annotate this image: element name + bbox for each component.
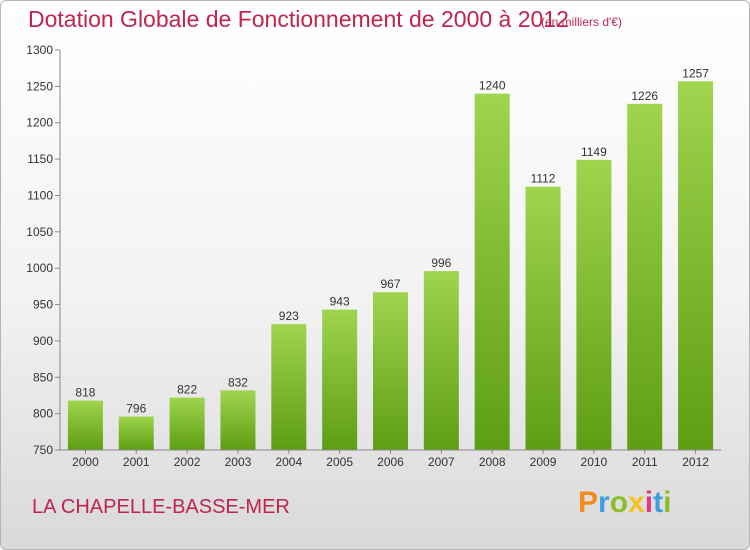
x-tick-label: 2000	[72, 455, 99, 469]
x-tick-label: 2012	[682, 455, 709, 469]
logo-letter: o	[609, 486, 629, 519]
bar-2007[interactable]	[423, 271, 459, 450]
bar-2003[interactable]	[220, 390, 256, 450]
logo-letter: i	[663, 486, 672, 519]
x-tick-label: 2008	[479, 455, 506, 469]
data-label: 1240	[479, 79, 506, 93]
bar-2006[interactable]	[373, 292, 408, 450]
bar-2001[interactable]	[118, 416, 154, 450]
logo-letter: r	[598, 486, 610, 519]
data-label: 1112	[531, 172, 556, 186]
y-tick-label: 1100	[27, 188, 53, 202]
y-tick-label: 850	[33, 370, 53, 384]
y-tick-label: 750	[33, 443, 53, 457]
x-tick-label: 2009	[530, 455, 557, 469]
data-label: 1257	[682, 66, 709, 80]
logo-letter: t	[653, 486, 664, 519]
proxiti-logo[interactable]: Proxiti	[578, 486, 671, 520]
y-tick-label: 1150	[27, 152, 53, 166]
data-label: 822	[177, 383, 197, 397]
y-tick-label: 1050	[26, 225, 53, 239]
data-label: 796	[126, 402, 146, 416]
y-tick-label: 1250	[26, 79, 53, 93]
chart-subtitle: (en milliers d'€)	[541, 15, 622, 29]
y-tick-label: 950	[33, 298, 53, 312]
bar-2000[interactable]	[67, 400, 103, 450]
x-tick-label: 2007	[428, 455, 455, 469]
x-tick-label: 2002	[174, 455, 201, 469]
data-label: 923	[279, 309, 299, 323]
data-label: 832	[228, 375, 248, 389]
y-tick-label: 1200	[26, 116, 53, 130]
y-tick-label: 900	[33, 334, 53, 348]
bar-2010[interactable]	[576, 159, 612, 450]
x-tick-label: 2005	[326, 455, 353, 469]
data-label: 967	[380, 277, 400, 291]
x-tick-label: 2003	[225, 455, 252, 469]
x-tick-label: 2001	[123, 455, 150, 469]
commune-name: LA CHAPELLE-BASSE-MER	[32, 496, 290, 518]
y-tick-label: 1000	[26, 261, 53, 275]
data-label: 996	[431, 256, 451, 270]
bars-group: 818 796 822 832 923 943 967 996 1240 1112 1149 1226…	[67, 66, 714, 451]
data-label: 943	[330, 295, 350, 309]
x-tick-label: 2006	[377, 455, 404, 469]
x-tick-label: 2011	[632, 455, 658, 469]
data-label: 1226	[631, 89, 658, 103]
bar-2011[interactable]	[627, 103, 663, 451]
logo-letter: i	[644, 486, 654, 519]
x-tick-label: 2004	[275, 455, 302, 469]
chart-title: Dotation Globale de Fonctionnement de 20…	[28, 6, 569, 32]
data-label: 818	[75, 386, 95, 400]
y-tick-label: 1300	[26, 43, 53, 57]
bar-2012[interactable]	[678, 81, 714, 450]
logo-letter: P	[578, 486, 599, 519]
bar-2008[interactable]	[474, 93, 510, 451]
bar-2004[interactable]	[271, 324, 307, 450]
bar-2009[interactable]	[525, 186, 561, 450]
axes-group: 750 800 850 900 950 1000 1050 1100 1150 1200 1250 1…	[26, 43, 721, 469]
y-tick-label: 800	[33, 407, 53, 421]
x-tick-label: 2010	[581, 455, 608, 469]
bar-2005[interactable]	[322, 309, 358, 450]
data-label: 1149	[581, 145, 607, 159]
logo-letter: x	[628, 486, 645, 519]
bar-2002[interactable]	[169, 397, 205, 450]
